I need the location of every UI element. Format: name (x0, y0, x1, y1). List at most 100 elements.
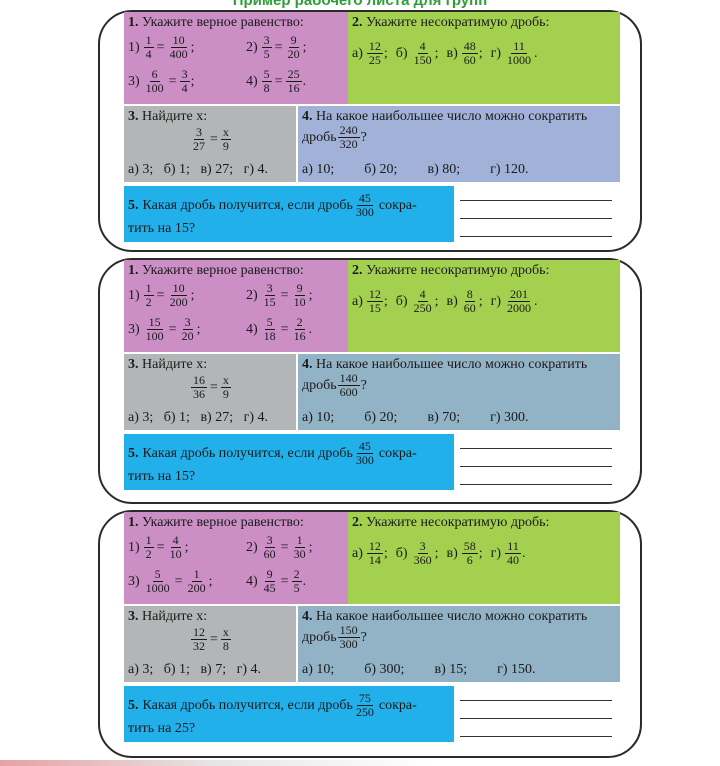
fraction-option[interactable]: г) 11 40 . (491, 540, 526, 567)
equality-option[interactable]: 4) 5 8 = 25 16 . (246, 68, 306, 95)
punctuation: ; (383, 46, 388, 61)
punctuation: ; (184, 540, 189, 555)
numerator: 8 (464, 287, 475, 302)
answer-line[interactable] (460, 448, 612, 449)
fraction-option[interactable]: а) 12 15 ; (352, 288, 388, 315)
answer-line[interactable] (460, 736, 612, 737)
answer-line[interactable] (460, 236, 612, 237)
question-fraction: 45 300 (354, 192, 376, 219)
answer-option[interactable]: в) 80; (427, 162, 461, 177)
question-1: 1. Укажите верное равенство: 1) 1 4 = 10… (124, 12, 348, 104)
fraction-right: 3 4 (179, 68, 190, 95)
question-text: сокра- (378, 698, 417, 713)
answer-line[interactable] (460, 466, 612, 467)
numerator: 25 (285, 67, 302, 82)
denominator: 6 (466, 553, 473, 567)
answer-line[interactable] (460, 718, 612, 719)
fraction-option[interactable]: г) 201 2000 . (491, 288, 538, 315)
answer-option[interactable]: г) 120. (490, 162, 529, 177)
fraction-right: 10 400 (168, 34, 190, 61)
fraction-option[interactable]: а) 12 25 ; (352, 40, 388, 67)
denominator: 32 (193, 639, 205, 653)
fraction-option[interactable]: б) 3 360 ; (396, 540, 439, 567)
fraction-right: 1 30 (292, 534, 308, 561)
option-label: 2) (246, 288, 258, 303)
fraction-option[interactable]: а) 12 14 ; (352, 540, 388, 567)
question-fraction: 45 300 (354, 440, 376, 467)
answer-line[interactable] (460, 484, 612, 485)
denominator: 40 (507, 553, 520, 567)
fraction-left: 5 8 (261, 68, 272, 95)
fraction-option[interactable]: в) 48 60 ; (446, 40, 482, 67)
answer-line[interactable] (460, 700, 612, 701)
equality-option[interactable]: 2) 3 15 = 9 10 ; (246, 282, 312, 309)
question-title: 3. Найдите x: (128, 357, 208, 372)
answer-option[interactable]: в) 70; (427, 410, 461, 425)
fraction-left: 1 2 (143, 534, 154, 561)
punctuation: ; (478, 546, 483, 561)
equality-option[interactable]: 4) 9 45 = 2 5 . (246, 568, 306, 595)
fraction-option[interactable]: б) 4 150 ; (396, 40, 439, 67)
answer-option[interactable]: б) 20; (364, 162, 398, 177)
denominator: 9 (222, 387, 229, 401)
question-title: 4. На какое наибольшее число можно сокра… (302, 357, 588, 372)
question-text-line-1: 5. Какая дробь получится, если дробь 75 … (128, 691, 417, 719)
option-fraction: 12 14 (366, 540, 383, 567)
answer-option[interactable]: б) 20; (364, 410, 398, 425)
equals-sign: = (274, 40, 283, 55)
fraction-option[interactable]: в) 8 60 ; (446, 288, 482, 315)
equality-option[interactable]: 3) 15 100 = 3 20 ; (128, 316, 200, 343)
proportion: 3 27 = x 9 (190, 126, 232, 153)
fraction-option[interactable]: г) 11 1000 . (491, 40, 538, 67)
equality-option[interactable]: 1) 1 4 = 10 400 ; (128, 34, 194, 61)
answer-line[interactable] (460, 200, 612, 201)
bottom-edge (0, 760, 720, 766)
equality-option[interactable]: 3) 5 1000 = 1 200 ; (128, 568, 212, 595)
fraction-left: 3 15 (262, 282, 278, 309)
fraction-option[interactable]: в) 58 6 ; (446, 540, 482, 567)
denominator: 9 (222, 139, 229, 153)
option-label: г) (490, 294, 502, 309)
answer-option[interactable]: б) 300; (364, 662, 405, 677)
answer-options[interactable]: а) 3; б) 1; в) 7; г) 4. (128, 662, 262, 677)
answer-option[interactable]: а) 10; (302, 410, 335, 425)
target-fraction: 240 320 (337, 124, 360, 151)
answer-line[interactable] (460, 218, 612, 219)
answer-option[interactable]: г) 300. (490, 410, 529, 425)
answer-option[interactable]: г) 150. (497, 662, 536, 677)
equals-sign: = (174, 574, 183, 589)
equality-option[interactable]: 3) 6 100 = 3 4 ; (128, 68, 194, 95)
question-title: 1. Укажите верное равенство: (128, 263, 304, 278)
answer-options[interactable]: а) 3; б) 1; в) 27; г) 4. (128, 162, 269, 177)
numerator: 3 (182, 315, 193, 330)
equality-option[interactable]: 1) 1 2 = 10 200 ; (128, 282, 194, 309)
numerator: 3 (417, 539, 428, 554)
option-label: 3) (128, 322, 140, 337)
equality-option[interactable]: 2) 3 5 = 9 20 ; (246, 34, 306, 61)
denominator: 10 (293, 295, 306, 309)
answer-options[interactable]: а) 3; б) 1; в) 27; г) 4. (128, 410, 269, 425)
equality-option[interactable]: 2) 3 60 = 1 30 ; (246, 534, 312, 561)
denominator: 5 (293, 581, 300, 595)
option-label: 2) (246, 40, 258, 55)
numerator: 3 (264, 281, 275, 296)
fraction-left: 5 18 (262, 316, 278, 343)
denominator: 15 (263, 295, 276, 309)
punctuation: ; (308, 540, 313, 555)
denominator: 250 (413, 301, 432, 315)
answer-option[interactable]: а) 10; (302, 662, 335, 677)
fraction-option[interactable]: б) 4 250 ; (396, 288, 439, 315)
denominator: 1000 (507, 53, 532, 67)
numerator: 12 (191, 625, 207, 640)
option-label: а) (352, 46, 363, 61)
answer-option[interactable]: а) 10; (302, 162, 335, 177)
fraction-line: дробь 150 300 ? (302, 624, 367, 651)
equals-sign: = (280, 322, 289, 337)
equality-option[interactable]: 1) 1 2 = 4 10 ; (128, 534, 188, 561)
question-text-line-1: 5. Какая дробь получится, если дробь 45 … (128, 439, 417, 467)
answer-option[interactable]: в) 15; (434, 662, 468, 677)
numerator: x (220, 625, 231, 640)
denominator: 8 (263, 81, 270, 95)
options-row: а) 12 14 ; б) 3 360 ; в) 58 6 ; г) 11 40… (352, 540, 534, 567)
equality-option[interactable]: 4) 5 18 = 2 16 . (246, 316, 312, 343)
